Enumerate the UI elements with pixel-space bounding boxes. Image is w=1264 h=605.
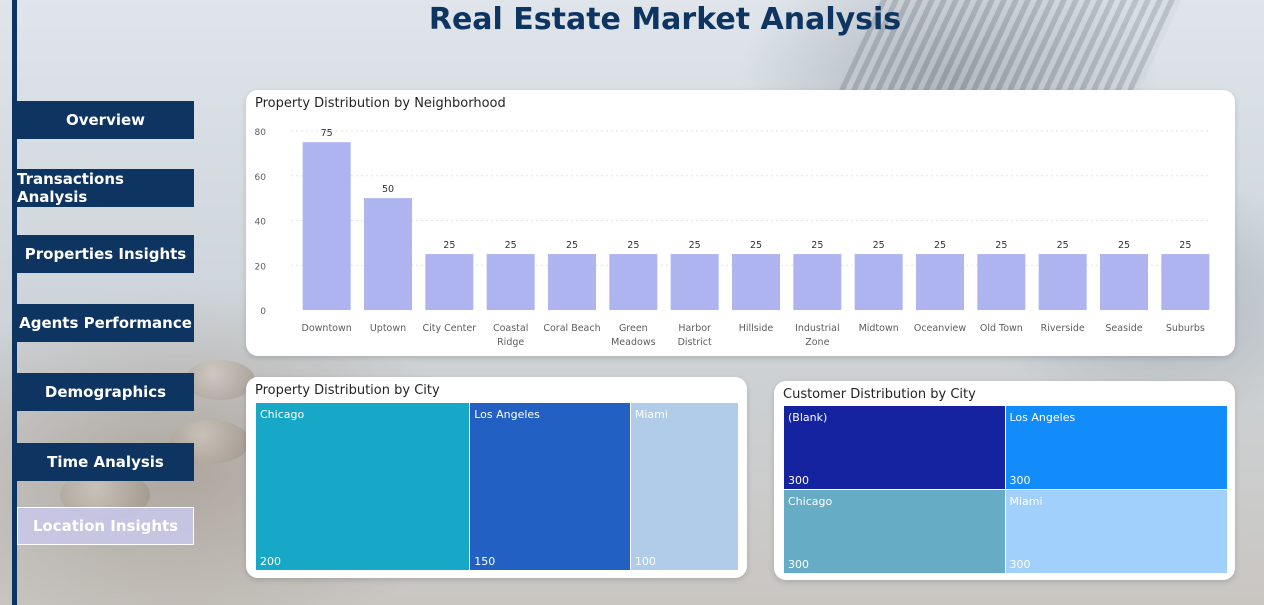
customer-city-title: Customer Distribution by City bbox=[783, 387, 976, 402]
bar bbox=[977, 254, 1026, 310]
property-city-title: Property Distribution by City bbox=[255, 383, 440, 398]
bar-data-label: 25 bbox=[873, 240, 885, 251]
bar-data-label: 25 bbox=[443, 240, 455, 251]
tile-label: Chicago bbox=[260, 408, 305, 421]
x-tick-label: Green bbox=[619, 323, 648, 334]
x-tick-label: Oceanview bbox=[914, 323, 966, 334]
nav-overview-button[interactable]: Overview bbox=[17, 101, 194, 139]
y-tick-label: 60 bbox=[255, 173, 267, 183]
treemap-tile[interactable]: Los Angeles 300 bbox=[1005, 406, 1227, 489]
tile-value: 200 bbox=[260, 555, 281, 568]
x-tick-label: Riverside bbox=[1041, 323, 1085, 334]
bar-data-label: 75 bbox=[321, 128, 333, 139]
bar bbox=[916, 254, 964, 310]
property-city-treemap: Chicago 200 Los Angeles 150 Miami 100 bbox=[256, 403, 738, 570]
nav-time-analysis-button[interactable]: Time Analysis bbox=[17, 443, 194, 481]
y-tick-label: 40 bbox=[255, 218, 267, 228]
nav-location-insights-button[interactable]: Location Insights bbox=[17, 507, 194, 545]
y-tick-label: 20 bbox=[255, 262, 267, 272]
x-tick-label: Ridge bbox=[497, 337, 524, 348]
bar bbox=[609, 254, 658, 310]
tile-value: 100 bbox=[634, 555, 656, 568]
bar-data-label: 25 bbox=[995, 240, 1007, 251]
bar-data-label: 25 bbox=[1118, 240, 1130, 251]
treemap-tile[interactable]: Chicago 300 bbox=[784, 489, 1005, 573]
treemap-tile[interactable]: Los Angeles 150 bbox=[470, 403, 630, 570]
tile-value: 150 bbox=[474, 555, 496, 568]
customer-city-card: Customer Distribution by City (Blank) 300… bbox=[774, 381, 1235, 580]
x-tick-label: City Center bbox=[423, 323, 477, 334]
bar-data-label: 25 bbox=[1179, 240, 1191, 251]
bar bbox=[1100, 254, 1148, 310]
tile-label: Los Angeles bbox=[1009, 411, 1076, 424]
bar bbox=[732, 254, 780, 310]
page-title: Real Estate Market Analysis bbox=[428, 2, 902, 37]
bar bbox=[1038, 254, 1087, 310]
tile-label: Miami bbox=[1009, 494, 1043, 508]
neighborhood-chart-title: Property Distribution by Neighborhood bbox=[255, 96, 506, 111]
x-tick-label: Old Town bbox=[980, 323, 1023, 334]
tile-label: (Blank) bbox=[788, 411, 828, 424]
y-tick-label: 80 bbox=[255, 128, 267, 138]
treemap-tile[interactable]: (Blank) 300 bbox=[784, 406, 1005, 489]
bar-data-label: 25 bbox=[1057, 240, 1069, 251]
tile-label: Chicago bbox=[788, 494, 833, 508]
bar bbox=[1161, 254, 1210, 310]
property-city-card: Property Distribution by City Chicago 200… bbox=[246, 377, 747, 578]
x-tick-label: Zone bbox=[805, 337, 829, 348]
x-tick-label: Midtown bbox=[859, 323, 899, 334]
x-tick-label: Seaside bbox=[1105, 323, 1142, 334]
bar-data-label: 25 bbox=[750, 240, 762, 251]
neighborhood-chart-card: Property Distribution by Neighborhood 0 2… bbox=[246, 90, 1235, 356]
tile-value: 300 bbox=[788, 558, 809, 571]
x-tick-label: Harbor bbox=[678, 323, 711, 334]
tile-label: Los Angeles bbox=[474, 408, 540, 421]
bar bbox=[364, 198, 412, 310]
x-tick-label: Industrial bbox=[795, 323, 840, 334]
nav-agents-performance-button[interactable]: Agents Performance bbox=[17, 304, 194, 342]
bar-data-label: 25 bbox=[566, 240, 578, 251]
bar-data-label: 25 bbox=[627, 240, 639, 251]
bar-data-label: 50 bbox=[382, 184, 394, 195]
bar-data-label: 25 bbox=[505, 240, 517, 251]
x-tick-label: Uptown bbox=[370, 323, 406, 334]
bar-data-label: 25 bbox=[934, 240, 946, 251]
treemap-tile[interactable]: Miami 100 bbox=[630, 403, 738, 570]
bar bbox=[425, 254, 474, 310]
nav-demographics-button[interactable]: Demographics bbox=[17, 373, 194, 411]
nav-properties-insights-button[interactable]: Properties Insights bbox=[17, 235, 194, 273]
bar bbox=[548, 254, 596, 310]
bar bbox=[670, 254, 719, 310]
x-tick-label: District bbox=[678, 337, 712, 348]
tile-value: 300 bbox=[1009, 473, 1031, 487]
tile-value: 300 bbox=[788, 473, 809, 487]
treemap-tile[interactable]: Miami 300 bbox=[1005, 489, 1227, 573]
x-tick-label: Downtown bbox=[302, 323, 352, 334]
x-tick-label: Coral Beach bbox=[543, 323, 600, 334]
treemap-tile[interactable]: Chicago 200 bbox=[256, 403, 470, 570]
x-tick-label: Suburbs bbox=[1166, 323, 1205, 334]
coin-decoration bbox=[185, 360, 255, 400]
neighborhood-bar-chart: 0 20 40 60 80 75 Downtown 50 Uptown 25 City Center… bbox=[255, 128, 1211, 348]
bar bbox=[854, 254, 903, 310]
bar bbox=[486, 254, 535, 310]
bar-data-label: 25 bbox=[811, 240, 823, 251]
left-accent-bar bbox=[12, 0, 17, 605]
x-tick-label: Meadows bbox=[611, 337, 655, 348]
tile-label: Miami bbox=[634, 408, 668, 421]
bar bbox=[793, 254, 842, 310]
bar bbox=[302, 142, 351, 310]
tile-value: 300 bbox=[1009, 558, 1031, 571]
bar-data-label: 25 bbox=[689, 240, 701, 251]
y-tick-label: 0 bbox=[260, 307, 266, 317]
x-tick-label: Coastal bbox=[493, 323, 528, 334]
nav-transactions-analysis-button[interactable]: Transactions Analysis bbox=[17, 169, 194, 207]
customer-city-treemap: (Blank) 300 Los Angeles 300 Chicago 300 Miami 3… bbox=[784, 406, 1227, 573]
x-tick-label: Hillside bbox=[739, 323, 774, 334]
